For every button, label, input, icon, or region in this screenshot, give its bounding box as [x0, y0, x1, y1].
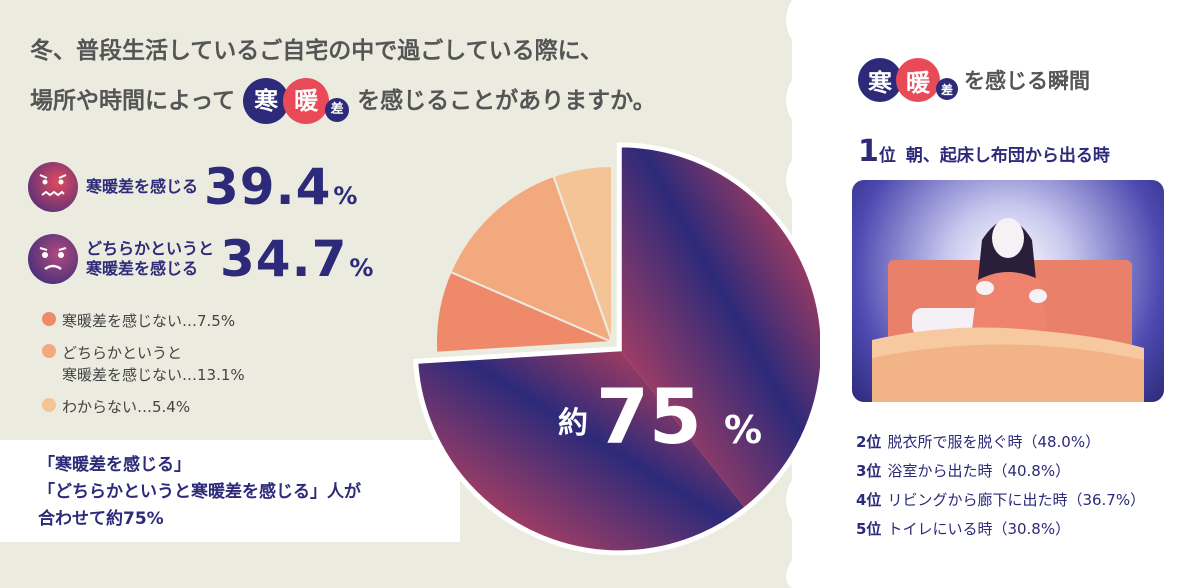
- ranks-list: 2位 脱衣所で服を脱ぐ時（48.0%） 3位 浴室から出た時（40.8%） 4位 リビ…: [856, 428, 1145, 544]
- pie-center-value: 75: [596, 372, 702, 461]
- stat-somewhat-feel: どちらかというと 寒暖差を感じる 34.7%: [28, 230, 374, 288]
- summary-callout: 「寒暖差を感じる」 「どちらかというと寒暖差を感じる」人が 合わせて約75%: [0, 440, 460, 542]
- pie-slice-somewhat-feel: [415, 348, 746, 553]
- pie-center-unit: %: [724, 408, 762, 452]
- pie-center-prefix: 約: [558, 406, 588, 441]
- legend-item-not-feel: 寒暖差を感じない…7.5%: [42, 310, 235, 331]
- legend-item-dont-know: わからない…5.4%: [42, 396, 190, 417]
- stat-somewhat-feel-value: 34.7%: [220, 230, 375, 288]
- worried-face-icon: [28, 234, 78, 284]
- rank-1: 1 位 朝、起床し布団から出る時: [858, 134, 1110, 169]
- pie-slice-somewhat-not-feel: [449, 174, 614, 344]
- question-line2-pre: 場所や時間によって: [30, 88, 236, 114]
- pie-slice-dont-know: [552, 164, 613, 343]
- cold-face-icon: [28, 162, 78, 212]
- survey-question: 冬、普段生活しているご自宅の中で過ごしている際に、 場所や時間によって 寒 暖 …: [30, 26, 656, 126]
- title-kanji-3: 差: [936, 78, 958, 100]
- question-line1: 冬、普段生活しているご自宅の中で過ごしている際に、: [30, 38, 603, 64]
- badge-kanji-3: 差: [325, 98, 350, 122]
- legend-dot: [42, 312, 56, 326]
- rank-item: 4位 リビングから廊下に出た時（36.7%）: [856, 491, 1146, 509]
- stat-feel: 寒暖差を感じる 39.4%: [28, 158, 358, 216]
- question-line2: 場所や時間によって 寒 暖 差 を感じることがありますか。: [30, 76, 656, 126]
- legend-dot: [42, 344, 56, 358]
- woman-in-bed-illustration: [852, 180, 1164, 402]
- badge-kanji-1: 寒: [243, 78, 290, 124]
- pie-slice-feel: [619, 144, 820, 509]
- kandansa-badge: 寒 暖 差: [243, 78, 350, 124]
- pie-chart: 約 75 %: [413, 142, 820, 556]
- rank-item: 3位 浴室から出た時（40.8%）: [856, 462, 1071, 480]
- legend-item-somewhat-not-feel: どちらかというと 寒暖差を感じない…13.1%: [42, 342, 245, 386]
- stat-somewhat-feel-label: どちらかというと 寒暖差を感じる: [86, 239, 215, 278]
- rank-item: 2位 脱衣所で服を脱ぐ時（48.0%）: [856, 433, 1101, 451]
- stat-feel-value: 39.4%: [204, 158, 359, 216]
- pie-highlight-outline: [413, 142, 820, 556]
- stat-feel-label: 寒暖差を感じる: [86, 177, 199, 196]
- rank-item: 5位 トイレにいる時（30.8%）: [856, 520, 1071, 538]
- moments-title: 寒 暖 差 を感じる瞬間: [858, 58, 1090, 102]
- title-kanji-2: 暖: [896, 58, 940, 102]
- question-line2-post: を感じることがありますか。: [357, 88, 656, 114]
- legend-dot: [42, 398, 56, 412]
- badge-kanji-2: 暖: [283, 78, 330, 124]
- title-kanji-1: 寒: [858, 58, 902, 102]
- moments-title-text: を感じる瞬間: [964, 69, 1090, 93]
